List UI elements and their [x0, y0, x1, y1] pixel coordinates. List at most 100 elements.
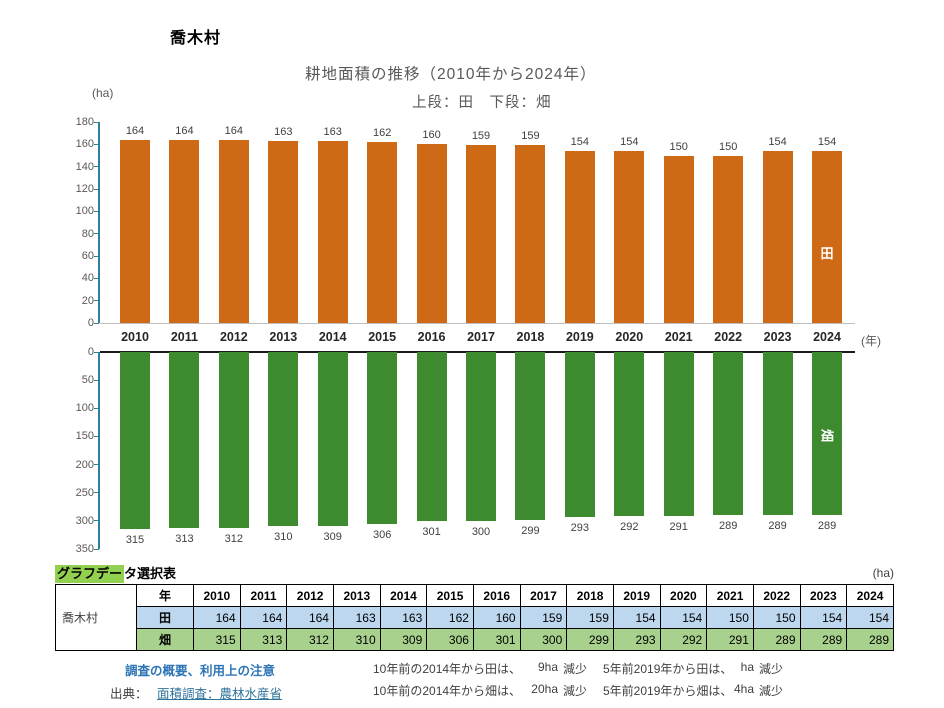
y-tick-label: 250 [75, 486, 94, 499]
y-tick-label: 0 [87, 346, 94, 358]
table-value-cell[interactable]: 150 [752, 606, 801, 629]
y-tick-label: 300 [75, 514, 94, 527]
table-value-cell[interactable]: 154 [612, 606, 661, 629]
y-tick-mark [94, 435, 99, 437]
table-year-cell-2011[interactable]: 2011 [239, 584, 288, 607]
table-row-畑: 畑 315 313 312 310 309 306 301 300 299 293 292 291 289… [56, 628, 894, 651]
x-axis-year-label: 2024 [813, 330, 841, 344]
table-value-cell[interactable]: 160 [472, 606, 521, 629]
note-word: 減少 [563, 662, 588, 676]
table-value-cell[interactable]: 159 [566, 606, 614, 629]
table-year-cell-2014[interactable]: 2014 [379, 584, 428, 607]
bar-ta-2021 [663, 155, 694, 323]
x-axis-year-label: 2013 [269, 330, 298, 344]
bar-value-label: 300 [471, 525, 491, 538]
table-year-cell-2023[interactable]: 2023 [799, 584, 848, 607]
y-tick-label: 0 [87, 317, 94, 329]
table-row-label[interactable]: 畑 [136, 628, 194, 651]
y-tick-mark [94, 255, 99, 257]
table-value-cell[interactable]: 163 [379, 606, 428, 629]
table-header-row: 喬木村年 2010 2011 2012 2013 2014 2015 2016 2017 2018… [55, 584, 894, 651]
bar-value-label: 310 [274, 531, 293, 544]
bar-value-label: 159 [521, 130, 540, 143]
table-year-cell-2020[interactable]: 2020 [659, 584, 708, 607]
table-value-cell[interactable]: 164 [286, 606, 334, 629]
table-year-cell-2017[interactable]: 2017 [519, 584, 568, 607]
source-label: 出典： [110, 687, 148, 701]
bar-ta-2023 [762, 151, 793, 323]
x-axis-year-label: 2022 [714, 330, 743, 344]
y-tick-mark [94, 210, 99, 212]
table-year-cell-2019[interactable]: 2019 [612, 584, 661, 607]
series-label-hata: 畑 [819, 428, 835, 442]
table-year-cell-2021[interactable]: 2021 [706, 584, 754, 607]
table-value-cell[interactable]: 299 [566, 628, 614, 651]
bar-value-label: 150 [718, 140, 738, 153]
table-year-cell-2010[interactable]: 2010 [193, 584, 241, 607]
survey-overview-link[interactable]: 調査の概要、利用上の注意 [125, 664, 276, 678]
bar-ta-2012 [218, 139, 249, 323]
table-value-cell[interactable]: 312 [286, 628, 334, 651]
table-value-cell[interactable]: 315 [193, 628, 241, 651]
x-axis-year-label: 2017 [467, 330, 495, 344]
table-value-cell[interactable]: 162 [426, 606, 474, 629]
table-value-cell[interactable]: 154 [799, 606, 848, 629]
y-tick-label: 200 [75, 458, 94, 471]
bar-hata-2023 [762, 352, 793, 515]
note-word: 減少 [759, 684, 784, 698]
table-value-cell[interactable]: 159 [519, 606, 568, 629]
table-value-cell[interactable]: 292 [659, 628, 708, 651]
table-year-cell-2015[interactable]: 2015 [426, 584, 474, 607]
note-text: 10年前の2014年から田は、 [373, 662, 522, 676]
table-value-cell[interactable]: 164 [193, 606, 241, 629]
table-value-cell[interactable]: 313 [239, 628, 288, 651]
x-axis-year-label: 2011 [170, 330, 198, 344]
bar-value-label: 289 [817, 519, 837, 532]
table-value-cell[interactable]: 289 [846, 628, 894, 651]
y-tick-mark [94, 407, 99, 409]
bar-hata-2020 [614, 352, 645, 517]
table-value-cell[interactable]: 154 [846, 606, 894, 629]
table-value-cell[interactable]: 309 [379, 628, 428, 651]
bar-ta-2018 [515, 145, 546, 323]
table-value-cell[interactable]: 293 [612, 628, 661, 651]
x-axis-year-label: 2020 [615, 330, 644, 344]
y-tick-label: 100 [75, 205, 94, 218]
bar-hata-2024 [812, 352, 843, 515]
table-year-cell-2016[interactable]: 2016 [472, 584, 521, 607]
table-value-cell[interactable]: 289 [752, 628, 801, 651]
x-axis-year-label: 2014 [318, 330, 347, 344]
bar-value-label: 292 [620, 521, 639, 534]
chart-title: 耕地面積の推移（2010年から2024年） [305, 66, 597, 83]
table-value-cell[interactable]: 300 [519, 628, 568, 651]
bar-value-label: 163 [274, 125, 293, 138]
y-tick-label: 80 [81, 227, 94, 240]
table-title: グラフデー タ選択表 [55, 565, 176, 583]
bar-value-label: 289 [718, 519, 738, 532]
table-row-label[interactable]: 田 [136, 606, 194, 629]
table-value-cell[interactable]: 154 [659, 606, 708, 629]
table-year-cell-2013[interactable]: 2013 [332, 584, 381, 607]
table-value-cell[interactable]: 301 [472, 628, 521, 651]
table-value-cell[interactable]: 150 [706, 606, 754, 629]
table-value-cell[interactable]: 289 [799, 628, 848, 651]
table-value-cell[interactable]: 310 [332, 628, 381, 651]
bar-value-label: 312 [224, 532, 244, 545]
y-tick-mark [94, 548, 99, 550]
source-link-menseki-chousa[interactable]: 面積調査：農林水産省 [157, 687, 283, 701]
table-year-cell-2018[interactable]: 2018 [566, 584, 614, 607]
table-value-cell[interactable]: 291 [706, 628, 754, 651]
y-tick-mark [94, 121, 99, 123]
bar-value-label: 160 [422, 129, 441, 142]
table-value-cell[interactable]: 164 [239, 606, 288, 629]
series-label-ta: 田 [820, 246, 834, 261]
bar-ta-2013 [268, 140, 299, 323]
bar-hata-2016 [416, 352, 447, 522]
table-value-cell[interactable]: 306 [426, 628, 474, 651]
bar-hata-2012 [218, 352, 249, 528]
table-year-cell-2022[interactable]: 2022 [752, 584, 801, 607]
table-year-cell-2012[interactable]: 2012 [286, 584, 334, 607]
table-year-cell-2024[interactable]: 2024 [846, 584, 894, 607]
y-tick-mark [94, 492, 99, 494]
table-value-cell[interactable]: 163 [332, 606, 381, 629]
